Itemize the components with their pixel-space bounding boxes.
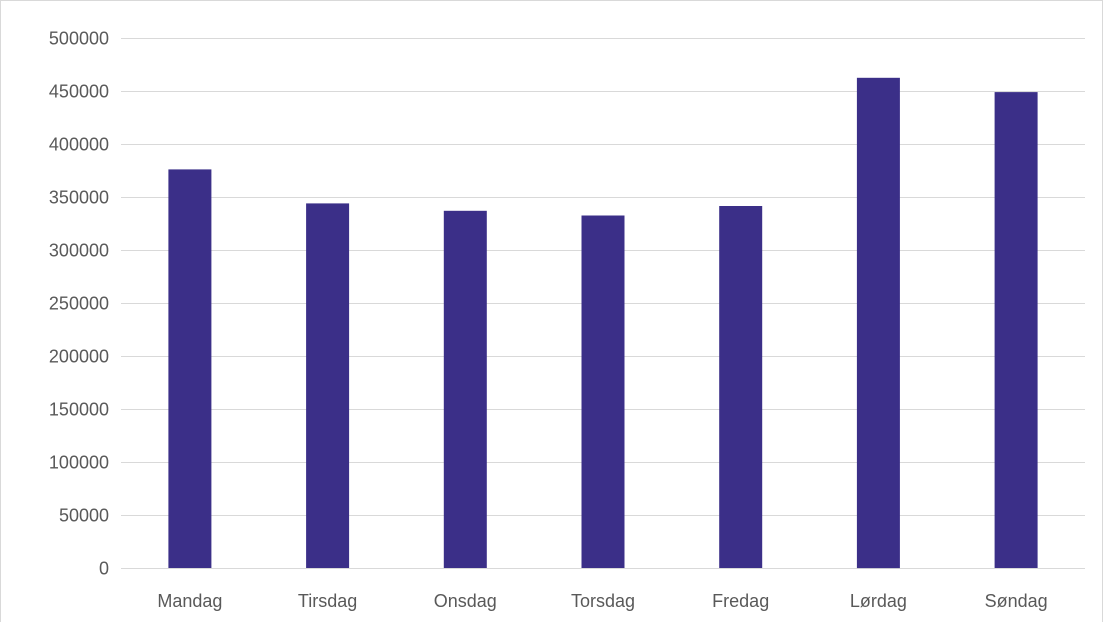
bar-fredag: [719, 206, 763, 568]
y-tick-label: 350000: [49, 188, 109, 208]
y-tick-label: 300000: [49, 241, 109, 261]
y-tick-label: 400000: [49, 135, 109, 155]
x-axis-tick-labels: Mandag Tirsdag Onsdag Torsdag Fredag Lørdag Sø…: [157, 591, 1047, 611]
x-tick-label: Søndag: [985, 591, 1048, 611]
x-tick-label: Fredag: [712, 591, 769, 611]
y-tick-label: 250000: [49, 294, 109, 314]
y-tick-label: 500000: [49, 29, 109, 49]
bar-mandag: [168, 169, 212, 568]
bar-lørdag: [856, 77, 900, 569]
y-tick-label: 450000: [49, 82, 109, 102]
x-tick-label: Mandag: [157, 591, 222, 611]
x-tick-label: Torsdag: [571, 591, 635, 611]
y-tick-label: 50000: [59, 506, 109, 526]
bar-onsdag: [443, 210, 487, 569]
y-tick-label: 100000: [49, 453, 109, 473]
bar-søndag: [994, 92, 1038, 568]
x-tick-label: Tirsdag: [298, 591, 357, 611]
y-tick-label: 200000: [49, 347, 109, 367]
y-tick-label: 150000: [49, 400, 109, 420]
x-tick-label: Lørdag: [850, 591, 907, 611]
bar-tirsdag: [306, 203, 350, 568]
x-tick-label: Onsdag: [434, 591, 497, 611]
y-axis-tick-labels: 0 50000 100000 150000 200000 250000 300000 3500…: [49, 29, 109, 579]
bar-torsdag: [581, 215, 625, 568]
bars: [168, 77, 1038, 569]
y-tick-label: 0: [99, 559, 109, 579]
